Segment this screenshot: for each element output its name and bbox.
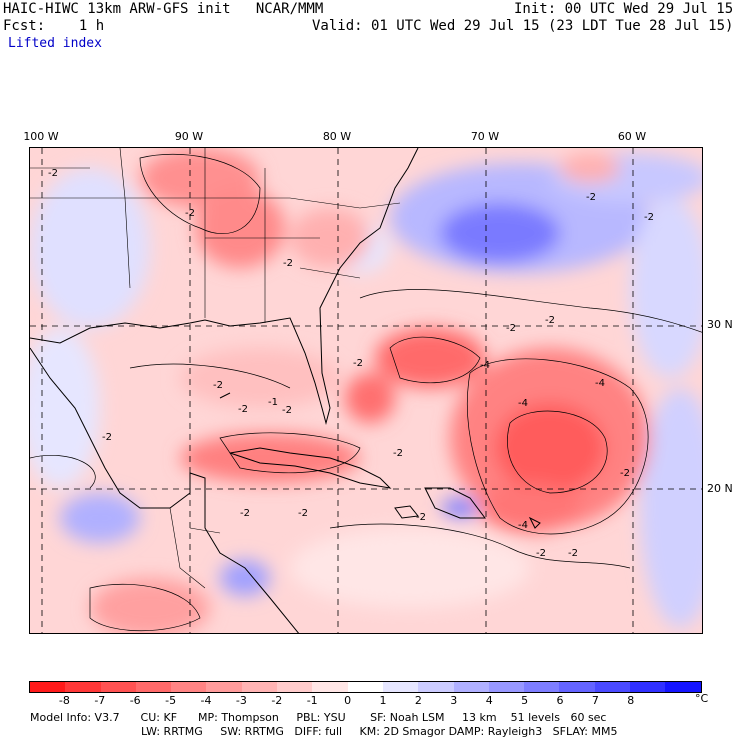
colorbar-tick-label: 4 — [485, 694, 493, 707]
colorbar-tick-label: -6 — [129, 694, 141, 707]
header-title: HAIC-HIWC 13km ARW-GFS init NCAR/MMM — [3, 1, 324, 17]
colorbar-tick-label: -8 — [58, 694, 70, 707]
field-name: Lifted index — [8, 36, 102, 51]
contour-label: -2 — [240, 508, 250, 519]
lifted-index-map: -2 -2 -2 -2 -2 -2 -2 -2 -4 -4 -4 -2 -2 -… — [29, 147, 703, 634]
contour-label: -2 — [506, 323, 516, 334]
colorbar-swatch — [100, 682, 136, 692]
lon-label-60w: 60 W — [617, 130, 647, 143]
colorbar-tick-label: 0 — [344, 694, 352, 707]
colorbar-swatch — [488, 682, 525, 692]
colorbar-labels: -8 -7 -6 -5 -4 -3 -2 -1 0 1 2 3 4 5 6 7 8 °C — [29, 692, 709, 708]
lon-label-90w: 90 W — [174, 130, 204, 143]
colorbar-swatch — [559, 682, 595, 692]
contour-label: -2 — [536, 548, 546, 559]
colorbar-tick-label: -4 — [200, 694, 212, 707]
contour-label: -2 — [620, 468, 630, 479]
colorbar-swatch — [171, 682, 207, 692]
colorbar-tick-label: 7 — [591, 694, 599, 707]
contour-label: -2 — [282, 405, 292, 416]
contour-label: -2 — [102, 432, 112, 443]
colorbar-swatch — [524, 682, 560, 692]
colorbar-swatch — [453, 682, 489, 692]
contour-label: -2 — [238, 404, 248, 415]
contour-lines — [30, 153, 702, 631]
header-fcst: Fcst: 1 h — [3, 18, 105, 34]
header-init: Init: 00 UTC Wed 29 Jul 15 — [514, 1, 734, 17]
contour-label: -1 — [268, 397, 278, 408]
colorbar-swatch — [312, 682, 348, 692]
contour-label: -2 — [568, 548, 578, 559]
colorbar-tick-label: 5 — [521, 694, 529, 707]
contour-label: -4 — [480, 360, 490, 371]
contour-label: -2 — [416, 512, 426, 523]
contour-label: -4 — [518, 398, 528, 409]
colorbar-swatch — [630, 682, 666, 692]
header-valid: Valid: 01 UTC Wed 29 Jul 15 (23 LDT Tue … — [312, 18, 734, 34]
colorbar-swatch — [135, 682, 172, 692]
colorbar-swatch — [241, 682, 278, 692]
contour-label: -2 — [213, 380, 223, 391]
colorbar-tick-label: 6 — [556, 694, 564, 707]
colorbar-tick-label: -5 — [165, 694, 177, 707]
contour-label: -2 — [353, 358, 363, 369]
footer-physics-info: LW: RRTMG SW: RRTMG DIFF: full KM: 2D Sm… — [141, 725, 618, 738]
field-shading — [30, 148, 702, 633]
colorbar-tick-label: -2 — [271, 694, 283, 707]
colorbar-swatch — [418, 682, 454, 692]
lon-label-70w: 70 W — [470, 130, 500, 143]
colorbar-tick-label: -7 — [94, 694, 106, 707]
colorbar-swatch — [665, 682, 701, 692]
colorbar-unit: °C — [695, 692, 709, 705]
contour-label: -2 — [48, 168, 58, 179]
contour-label: -2 — [283, 258, 293, 269]
coastlines — [30, 148, 541, 633]
lat-label-20n: 20 N — [707, 482, 733, 495]
colorbar — [29, 681, 702, 693]
contour-label: -2 — [586, 192, 596, 203]
contour-label: -2 — [644, 212, 654, 223]
contour-label: -2 — [185, 208, 195, 219]
contour-label: -2 — [298, 508, 308, 519]
colorbar-swatch — [277, 682, 313, 692]
lat-label-30n: 30 N — [707, 318, 733, 331]
footer-model-info: Model Info: V3.7 CU: KF MP: Thompson PBL… — [30, 711, 607, 724]
contour-label: -4 — [518, 520, 528, 531]
colorbar-tick-label: -3 — [235, 694, 247, 707]
borders — [30, 148, 401, 589]
colorbar-tick-label: -1 — [306, 694, 318, 707]
colorbar-swatch — [382, 682, 419, 692]
colorbar-swatch — [347, 682, 383, 692]
colorbar-tick-label: 1 — [379, 694, 387, 707]
contour-label: -2 — [545, 315, 555, 326]
colorbar-tick-label: 8 — [627, 694, 635, 707]
colorbar-swatch — [30, 682, 66, 692]
colorbar-tick-label: 2 — [414, 694, 422, 707]
lon-label-100w: 100 W — [23, 130, 59, 143]
colorbar-swatch — [594, 682, 631, 692]
contour-label: -2 — [393, 448, 403, 459]
contour-label: -4 — [595, 378, 605, 389]
lon-label-80w: 80 W — [322, 130, 352, 143]
colorbar-swatch — [206, 682, 242, 692]
colorbar-swatch — [65, 682, 101, 692]
graticule — [30, 148, 702, 633]
contour-labels: -2 -2 -2 -2 -2 -2 -2 -2 -4 -4 -4 -2 -2 -… — [48, 168, 654, 559]
colorbar-tick-label: 3 — [450, 694, 458, 707]
map-canvas: -2 -2 -2 -2 -2 -2 -2 -2 -4 -4 -4 -2 -2 -… — [30, 148, 702, 633]
